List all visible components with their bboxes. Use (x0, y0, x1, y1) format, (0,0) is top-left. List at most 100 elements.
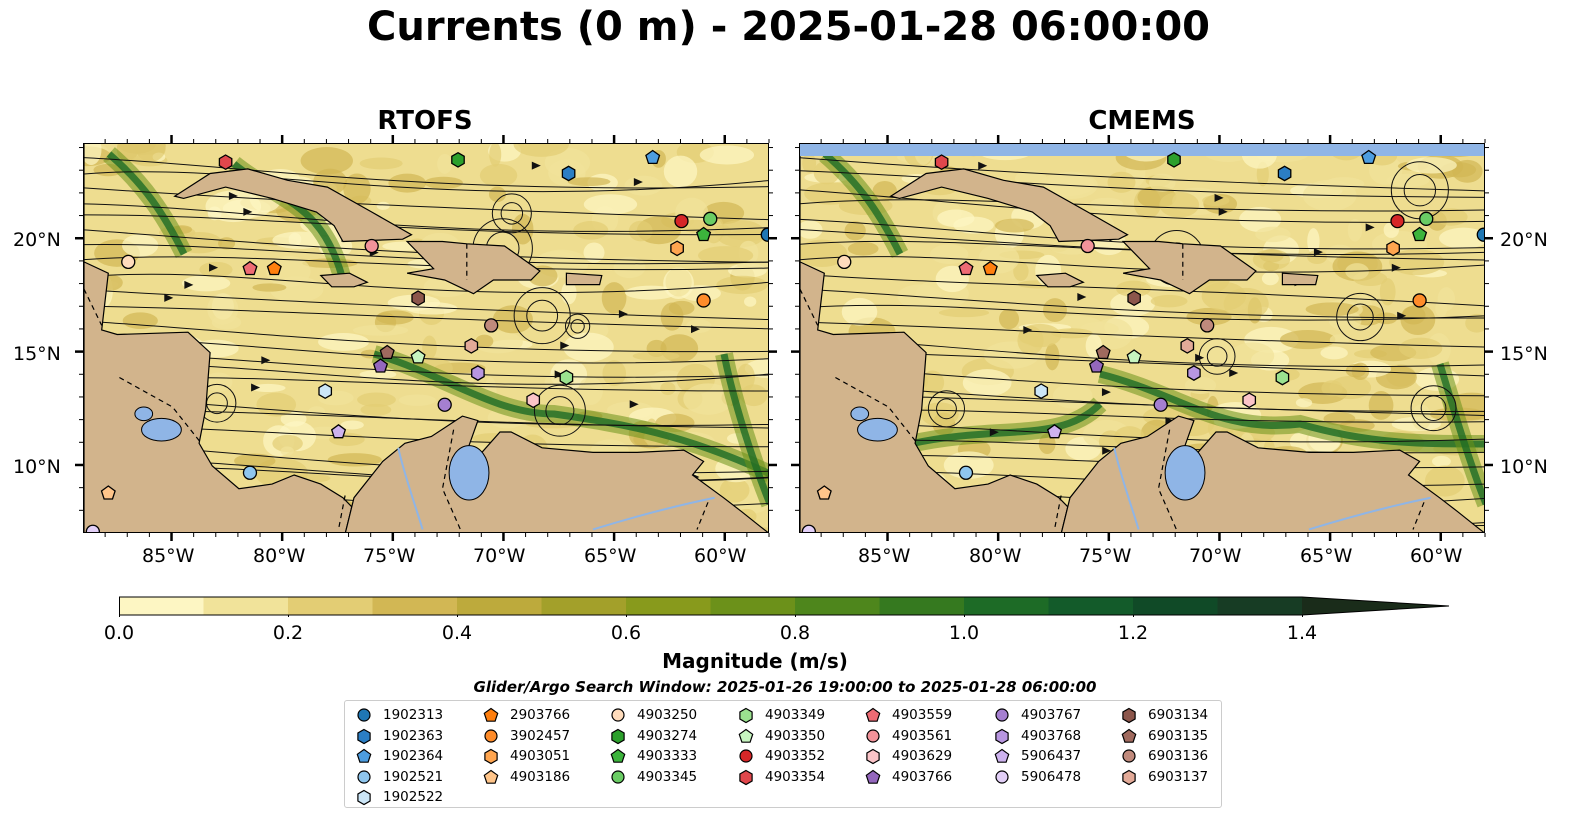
legend-item: 4903350 (737, 726, 825, 746)
float-4903352-marker[interactable] (1390, 213, 1405, 229)
float-4903333-marker[interactable] (696, 226, 712, 242)
float-4903766-marker[interactable] (1088, 358, 1105, 373)
float-4903345-marker[interactable] (703, 211, 718, 226)
map-rtofs[interactable] (83, 143, 769, 533)
float-4903051-marker[interactable] (1386, 240, 1400, 257)
float-4903629-marker[interactable] (526, 392, 541, 409)
legend-item: 5906478 (993, 767, 1081, 787)
legend-item: 6903136 (1120, 746, 1208, 766)
float-6903137-marker[interactable] (1180, 337, 1195, 354)
legend-label: 1902522 (383, 789, 444, 805)
circle-marker-icon (995, 708, 1009, 722)
float-4903250-marker[interactable] (837, 254, 852, 270)
float-4903561-marker[interactable] (364, 238, 379, 254)
float-2903766-marker[interactable] (266, 260, 282, 276)
circle-marker-icon (611, 769, 625, 784)
lat-label: 20°N (13, 229, 61, 251)
panel-title-cmems: CMEMS (1088, 106, 1196, 136)
legend-item: 4903250 (609, 705, 697, 725)
pentagon-marker-icon (865, 707, 881, 722)
float-4903274-marker[interactable] (1167, 151, 1181, 168)
legend: 1902313 1902363 1902364 1902521 1902522 29037… (344, 700, 1222, 808)
float-1902521-marker[interactable] (958, 465, 974, 480)
colorbar-segment (626, 597, 711, 615)
float-4903559-marker[interactable] (958, 260, 974, 276)
float-4903559-marker[interactable] (242, 260, 258, 276)
float-6903136-marker[interactable] (484, 318, 499, 333)
float-4903352-marker[interactable] (674, 213, 689, 229)
float-1902364-marker[interactable] (1361, 149, 1377, 165)
float-1902363-marker[interactable] (561, 165, 576, 182)
lat-label: 10°N (1500, 456, 1548, 478)
legend-item: 1902522 (355, 787, 443, 807)
float-4903354-marker[interactable] (934, 154, 949, 171)
legend-label: 5906478 (1021, 768, 1082, 785)
float-1902313-marker[interactable] (1476, 227, 1485, 242)
float-1902522-marker[interactable] (318, 383, 333, 400)
float-4903349-marker[interactable] (559, 369, 574, 386)
float-6903134-marker[interactable] (1127, 290, 1141, 307)
float-1902521-marker[interactable] (242, 465, 258, 480)
float-1902313-marker[interactable] (760, 227, 769, 242)
legend-label: 4903345 (637, 768, 698, 785)
legend-label: 4903250 (637, 707, 698, 723)
float-4903629-marker[interactable] (1242, 392, 1257, 409)
legend-label: 1902364 (383, 748, 444, 764)
pentagon-marker-icon (483, 769, 499, 784)
float-5906478-marker[interactable] (801, 524, 816, 533)
float-5906437-marker[interactable] (1046, 423, 1063, 439)
float-4903350-marker[interactable] (410, 349, 426, 364)
float-4903333-marker[interactable] (1412, 226, 1428, 242)
float-4903350-marker[interactable] (1126, 349, 1142, 364)
colorbar-segment (1133, 597, 1218, 615)
float-4903250-marker[interactable] (121, 254, 136, 270)
float-markers (85, 149, 769, 533)
float-2903766-marker[interactable] (982, 260, 998, 276)
float-4903051-marker[interactable] (670, 240, 684, 257)
float-4903186-marker[interactable] (100, 485, 116, 500)
float-1902364-marker[interactable] (645, 149, 661, 165)
float-4903274-marker[interactable] (451, 151, 465, 168)
map-cmems[interactable] (799, 143, 1485, 533)
legend-item: 4903629 (864, 746, 952, 766)
float-4903561-marker[interactable] (1080, 238, 1095, 254)
float-4903186-marker[interactable] (816, 485, 832, 500)
float-6903136-marker[interactable] (1200, 318, 1215, 333)
float-6903134-marker[interactable] (411, 290, 425, 307)
pentagon-marker-icon (483, 707, 499, 722)
float-5906437-marker[interactable] (330, 423, 347, 439)
float-4903768-marker[interactable] (1187, 365, 1201, 381)
colorbar-segment (457, 597, 542, 615)
hexagon-marker-icon (1122, 769, 1136, 785)
float-4903354-marker[interactable] (218, 154, 233, 171)
lon-label: 60°W (1410, 545, 1463, 567)
legend-item: 4903333 (609, 746, 697, 766)
float-6903137-marker[interactable] (464, 337, 479, 354)
float-4903766-marker[interactable] (372, 358, 389, 373)
float-3902457-marker[interactable] (696, 293, 711, 308)
lon-label: 80°W (253, 545, 306, 567)
float-4903768-marker[interactable] (471, 365, 485, 381)
legend-item: 6903135 (1120, 726, 1208, 746)
legend-item: 4903561 (864, 726, 952, 746)
float-3902457-marker[interactable] (1412, 293, 1427, 308)
legend-label: 4903768 (1021, 727, 1082, 744)
colorbar-segment (879, 597, 965, 615)
legend-label: 6903136 (1148, 748, 1209, 764)
map-rtofs-canvas (84, 144, 769, 533)
float-4903345-marker[interactable] (1419, 211, 1434, 226)
colorbar-title: Magnitude (m/s) (662, 649, 848, 673)
pentagon-marker-icon (865, 769, 881, 784)
float-6903135-marker[interactable] (379, 344, 395, 360)
float-4903349-marker[interactable] (1275, 369, 1290, 386)
legend-item: 1902364 (355, 746, 443, 766)
float-1902522-marker[interactable] (1034, 383, 1049, 400)
float-1902363-marker[interactable] (1277, 165, 1292, 182)
legend-item: 4903767 (993, 705, 1081, 725)
float-6903135-marker[interactable] (1095, 344, 1111, 360)
float-5906478-marker[interactable] (85, 524, 100, 533)
float-4903767-marker[interactable] (1153, 397, 1168, 412)
colorbar-tick-label: 1.2 (1117, 622, 1149, 644)
legend-label: 6903137 (1148, 768, 1209, 785)
float-4903767-marker[interactable] (437, 397, 452, 412)
